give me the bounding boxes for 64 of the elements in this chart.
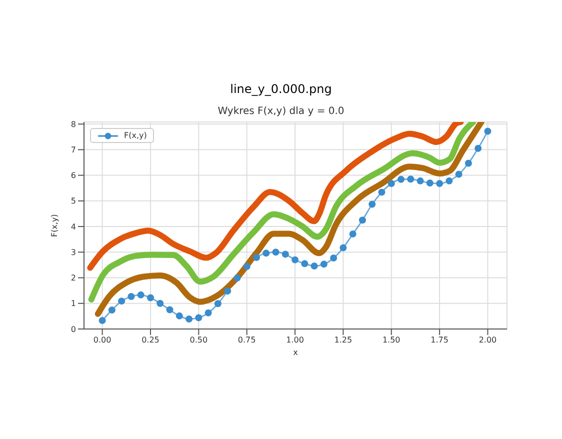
point xyxy=(262,250,270,257)
point xyxy=(464,160,472,167)
point xyxy=(108,306,116,314)
chart-title: line_y_0.000.png xyxy=(229,82,333,96)
point xyxy=(204,309,212,316)
y-tick-label: 3 xyxy=(70,248,76,257)
point xyxy=(98,317,106,324)
chart-subtitle: Wykres F(x,y) dla y = 0.0 xyxy=(216,106,346,117)
point xyxy=(128,292,135,300)
point xyxy=(358,216,366,224)
point xyxy=(388,180,395,187)
point xyxy=(349,230,356,238)
point xyxy=(243,262,250,270)
point xyxy=(224,288,232,295)
y-tick-label: 0 xyxy=(70,324,76,334)
point xyxy=(484,128,492,135)
x-tick-label: 1.00 xyxy=(286,336,304,345)
point xyxy=(378,188,386,196)
y-axis-title: F(x,y) xyxy=(50,214,59,237)
point xyxy=(330,254,338,262)
point xyxy=(156,300,164,307)
point xyxy=(137,291,144,298)
point xyxy=(234,274,241,282)
x-tick-label: 0.25 xyxy=(142,336,160,345)
point xyxy=(186,316,193,323)
x-axis-title: x xyxy=(293,348,298,357)
point xyxy=(195,314,202,322)
legend-label: F(x,y) xyxy=(124,131,147,140)
point xyxy=(455,170,462,178)
point xyxy=(301,260,308,268)
point xyxy=(310,262,318,270)
y-tick-label: 6 xyxy=(70,171,76,180)
point xyxy=(340,244,347,252)
point xyxy=(398,176,405,183)
point xyxy=(446,177,453,184)
y-tick-label: 7 xyxy=(70,146,76,155)
point xyxy=(436,180,444,187)
x-tick-label: 0.50 xyxy=(190,336,208,345)
x-tick-label: 0.00 xyxy=(93,336,112,345)
y-tick-label: 1 xyxy=(70,299,76,308)
y-tick-label: 4 xyxy=(70,222,76,232)
point xyxy=(426,179,434,186)
point xyxy=(320,260,328,268)
point xyxy=(474,144,482,152)
point xyxy=(166,306,174,314)
point xyxy=(282,250,289,258)
x-tick-label: 2.00 xyxy=(478,336,497,345)
point xyxy=(272,248,280,256)
point xyxy=(368,200,376,208)
point xyxy=(416,177,424,184)
y-tick-label: 2 xyxy=(70,274,76,283)
x-tick-label: 1.25 xyxy=(334,336,352,345)
x-tick-label: 1.75 xyxy=(430,336,448,345)
y-tick-label: 8 xyxy=(70,120,76,129)
point xyxy=(214,300,222,308)
point xyxy=(176,312,183,320)
point xyxy=(146,294,154,302)
x-tick-label: 0.75 xyxy=(238,336,256,345)
y-tick-label: 5 xyxy=(70,196,76,206)
point xyxy=(292,256,299,264)
point xyxy=(252,254,260,262)
x-tick-label: 1.50 xyxy=(382,336,400,345)
point xyxy=(118,298,126,305)
point xyxy=(407,176,414,183)
